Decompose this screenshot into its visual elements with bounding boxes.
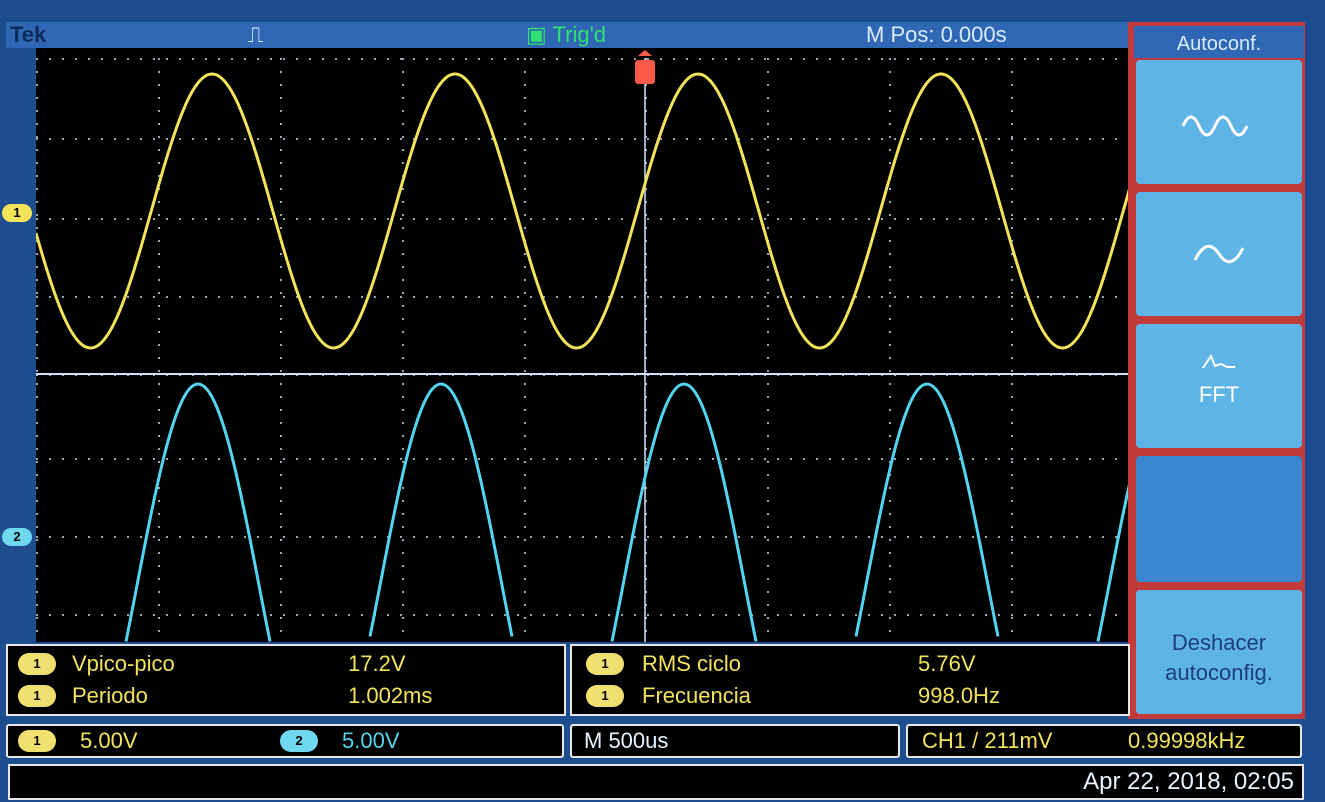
measurement-value: 998.0Hz [918, 683, 1000, 708]
channel-1-scale: 5.00V [80, 728, 138, 753]
trigger-position-marker-icon [635, 50, 655, 84]
brand-label: Tek [10, 22, 47, 47]
channel-1-waveform [34, 72, 1132, 350]
trigger-info-box[interactable]: CH1 / 211mV 0.99998kHz [906, 724, 1302, 758]
single-cycle-button[interactable] [1136, 192, 1302, 316]
trigger-channel: CH1 [922, 728, 967, 753]
trigger-frequency: 0.99998kHz [1128, 728, 1246, 753]
trigger-pulse-icon: ⎍ [248, 22, 264, 47]
measurement-box-right: 1 RMS ciclo 5.76V 1 Frecuencia 998.0Hz [570, 644, 1130, 716]
timebase-box[interactable]: M 500us [570, 724, 900, 758]
measurement-value: 5.76V [918, 651, 976, 676]
measurement-channel-badge: 1 [18, 685, 56, 707]
measurement-box-left: 1 Vpico-pico 17.2V 1 Periodo 1.002ms [6, 644, 566, 716]
empty-menu-slot [1136, 456, 1302, 582]
measurement-value: 17.2V [348, 651, 406, 676]
measurement-row: 1 Vpico-pico 17.2V [8, 648, 564, 680]
measurement-label: Frecuencia [642, 683, 751, 708]
channel-2-badge: 2 [280, 730, 318, 752]
channel-2-waveform [124, 382, 1132, 642]
single-cycle-sine-icon [1193, 244, 1245, 264]
top-status-bar: Tek ⎍ ▣ Trig'd M Pos: 0.000s [6, 22, 1128, 48]
fft-spectrum-icon [1202, 353, 1235, 369]
measurement-row: 1 Frecuencia 998.0Hz [572, 680, 1128, 712]
undo-autoconfig-label: Deshacer autoconfig. [1165, 630, 1273, 685]
menu-title: Autoconf. [1134, 26, 1304, 58]
channel-2-scale: 5.00V [342, 728, 400, 753]
trigger-state: ▣ Trig'd [526, 22, 606, 48]
measurement-label: Periodo [72, 683, 148, 708]
fft-button[interactable]: FFT [1136, 324, 1302, 448]
undo-autoconfig-button[interactable]: Deshacer autoconfig. [1136, 590, 1302, 714]
channel-1-marker[interactable]: 1 [2, 204, 32, 222]
fft-label: FFT [1198, 382, 1240, 407]
vertical-scale-box[interactable]: 1 5.00V 2 5.00V [6, 724, 564, 758]
horizontal-position: M Pos: 0.000s [866, 22, 1007, 47]
measurement-channel-badge: 1 [586, 653, 624, 675]
trigger-level: 211mV [984, 728, 1053, 753]
channel-2-marker[interactable]: 2 [2, 528, 32, 546]
multi-cycle-button[interactable] [1136, 60, 1302, 184]
trigger-state-label: Trig'd [552, 22, 607, 47]
rising-edge-icon: / [972, 728, 979, 753]
measurement-row: 1 Periodo 1.002ms [8, 680, 564, 712]
measurement-value: 1.002ms [348, 683, 433, 708]
waveform-svg [34, 50, 1132, 642]
trigger-readout: CH1 / 211mV [922, 728, 1052, 754]
trigger-state-icon: ▣ [526, 22, 553, 47]
date-time: Apr 22, 2018, 02:05 [1083, 768, 1294, 795]
measurement-label: Vpico-pico [72, 651, 175, 676]
measurement-label: RMS ciclo [642, 651, 742, 676]
measurement-channel-badge: 1 [18, 653, 56, 675]
multi-cycle-sine-icon [1181, 115, 1249, 137]
date-bar: Apr 22, 2018, 02:05 [8, 764, 1304, 800]
timebase-value: M 500us [584, 728, 669, 753]
channel-1-badge: 1 [18, 730, 56, 752]
waveform-display [34, 48, 1132, 642]
measurement-channel-badge: 1 [586, 685, 624, 707]
measurement-row: 1 RMS ciclo 5.76V [572, 648, 1128, 680]
